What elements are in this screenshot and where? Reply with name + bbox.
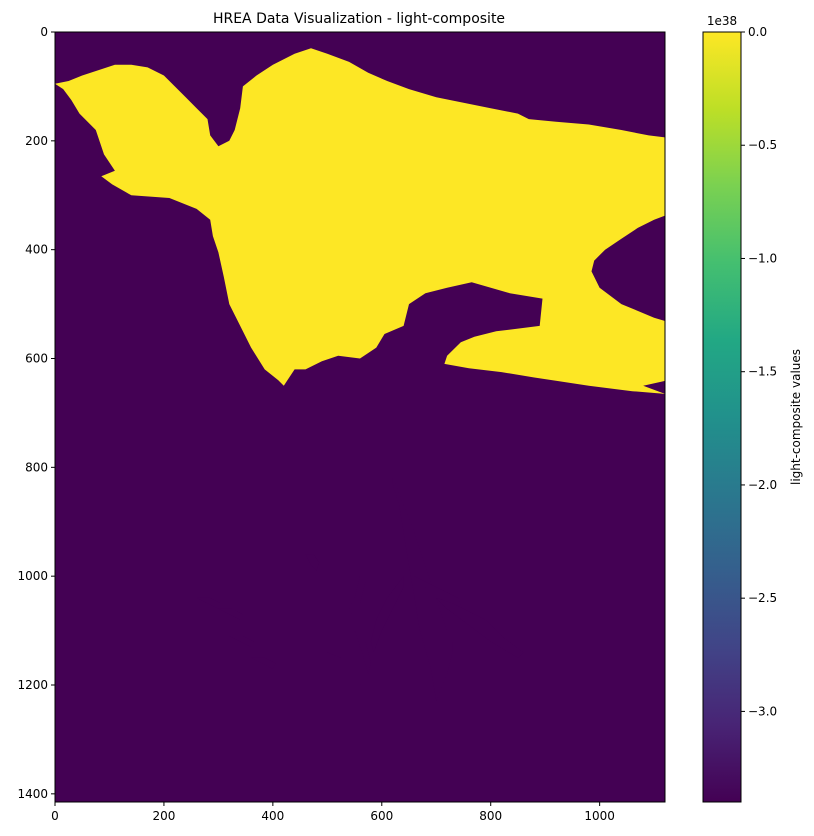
colorbar-tick-label: −2.5 [748,591,777,605]
chart-title: HREA Data Visualization - light-composit… [213,11,505,27]
plot-area: 0 200 400 600 800 1000 0 200 400 600 800 1000 1200 1… [17,25,666,823]
water-channel [229,636,254,647]
colorbar-offset-label: 1e38 [707,14,737,28]
y-tick-label: 1200 [17,678,48,692]
x-tick-label: 800 [479,809,502,823]
colorbar-tick-label: −0.5 [748,138,777,152]
x-axis: 0 200 400 600 800 1000 [51,802,615,823]
water-channel [436,597,524,658]
water-channel [370,576,404,653]
valid-data-region [55,48,665,394]
x-tick-label: 600 [370,809,393,823]
y-tick-label: 1400 [17,787,48,801]
colorbar-label: light-composite values [789,349,803,485]
colorbar-gradient [702,31,742,803]
colorbar-tick-label: −1.5 [748,365,777,379]
plot-frame [54,31,666,803]
water-channel [251,657,276,669]
water-channel [196,597,222,609]
x-tick-label: 1000 [584,809,615,823]
colorbar-tick-label: 0.0 [748,25,767,39]
y-tick-label: 600 [25,352,48,366]
colorbar-ticks: 0.0 −0.5 −1.0 −1.5 −2.0 −2.5 −3.0 [741,25,777,718]
colorbar: 1e38 0.0 −0.5 −1.0 −1.5 −2.0 −2.5 −3.0 light-c… [702,14,803,803]
x-tick-label: 400 [261,809,284,823]
x-tick-label: 0 [51,809,59,823]
water-channel [354,630,371,675]
water-channels [196,478,524,702]
water-channel [218,608,243,620]
y-tick-label: 400 [25,243,48,257]
colorbar-tick-label: −1.0 [748,251,777,265]
y-tick-label: 0 [40,25,48,39]
water-channel [414,576,464,626]
water-channel [349,576,366,615]
y-tick-label: 800 [25,460,48,474]
y-tick-label: 1000 [17,569,48,583]
water-channel [305,554,320,571]
x-tick-label: 200 [152,809,175,823]
colorbar-tick-label: −3.0 [748,704,777,718]
y-axis: 0 200 400 600 800 1000 1200 1400 [17,25,55,801]
y-tick-label: 200 [25,134,48,148]
water-channel [392,478,453,702]
colorbar-tick-label: −2.0 [748,478,777,492]
water-channel [327,652,363,685]
